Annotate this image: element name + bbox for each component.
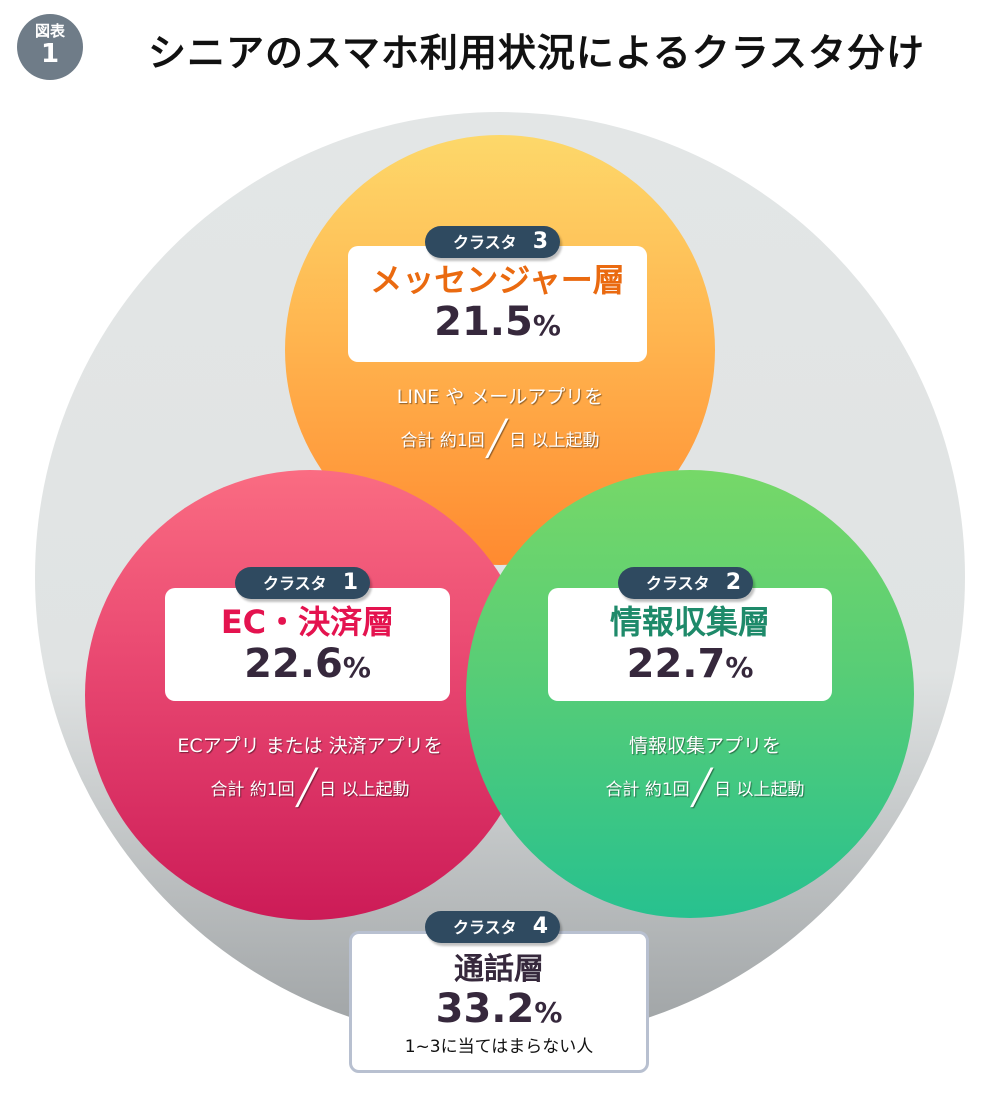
cluster2-description: 情報収集アプリを 合計 約1回╱ 日 以上起動	[605, 735, 805, 808]
pill-number: 2	[725, 570, 741, 595]
cluster1-pill: クラスタ 1	[235, 567, 370, 599]
cluster1-card: EC・決済層 22.6%	[165, 588, 450, 701]
pill-label: クラスタ	[453, 918, 517, 937]
pill-label: クラスタ	[453, 233, 517, 252]
cluster1-description: ECアプリ または 決済アプリを 合計 約1回╱ 日 以上起動	[177, 735, 443, 808]
cluster4-card: 通話層 33.2% 1~3に当てはまらない人	[349, 931, 649, 1073]
cluster4-pill: クラスタ 4	[425, 911, 560, 943]
pill-number: 4	[532, 914, 548, 939]
figure-badge-label: 図表	[34, 22, 65, 40]
cluster3-pill: クラスタ 3	[425, 226, 560, 258]
figure-badge-number: 1	[40, 39, 60, 69]
cluster3-percent: 21.5%	[434, 299, 561, 345]
cluster2-pill: クラスタ 2	[618, 567, 753, 599]
cluster4-name: 通話層	[454, 952, 544, 987]
cluster3-description: LINE や メールアプリを 合計 約1回╱ 日 以上起動	[396, 386, 604, 459]
cluster2-name: 情報収集層	[609, 603, 770, 641]
cluster1-percent: 22.6%	[244, 641, 371, 687]
figure-number-badge: 図表 1	[17, 14, 83, 80]
figure-title: シニアのスマホ利用状況によるクラスタ分け	[148, 31, 925, 75]
cluster4-percent: 33.2%	[435, 986, 563, 1032]
cluster1-name: EC・決済層	[220, 603, 395, 641]
cluster3-name: メッセンジャー層	[370, 261, 625, 299]
pill-label: クラスタ	[263, 574, 327, 593]
pill-number: 3	[532, 229, 548, 254]
cluster3-card: メッセンジャー層 21.5%	[348, 246, 647, 362]
cluster2-card: 情報収集層 22.7%	[548, 588, 832, 701]
cluster4-note: 1~3に当てはまらない人	[404, 1037, 594, 1057]
pill-label: クラスタ	[646, 574, 710, 593]
pill-number: 1	[342, 570, 358, 595]
cluster2-percent: 22.7%	[626, 641, 754, 687]
